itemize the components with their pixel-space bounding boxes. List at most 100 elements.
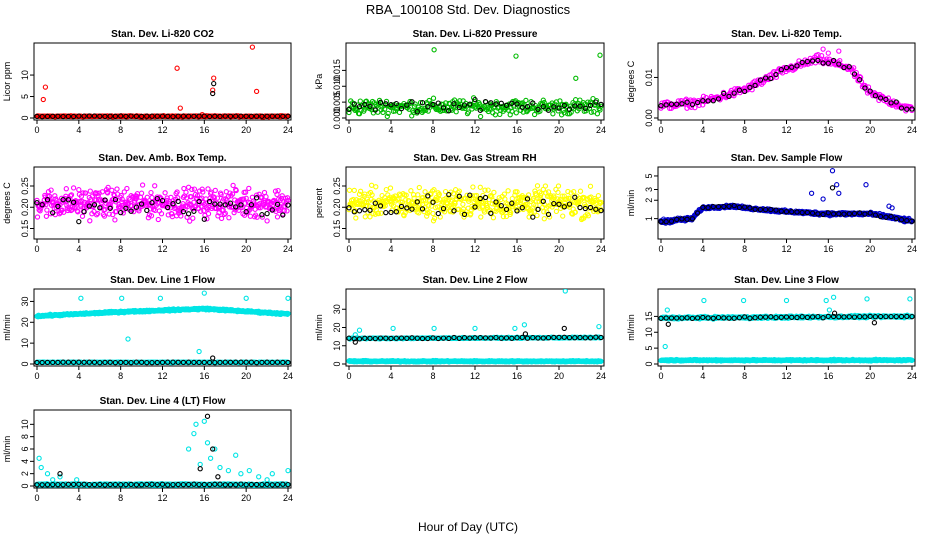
data-point [63,186,69,192]
data-point [169,211,175,217]
data-point [577,97,583,103]
data-point [191,186,198,192]
data-point [243,195,249,201]
data-point [415,192,421,198]
data-point [81,113,87,119]
data-point [535,335,541,341]
data-point [488,193,494,199]
data-point [820,60,826,66]
data-point [60,196,66,203]
data-point [588,109,594,115]
x-tick-label: 4 [388,371,393,381]
data-point [841,211,847,217]
data-point [398,105,405,112]
data-point [128,113,134,119]
points-layer [346,289,604,365]
data-point [425,104,431,110]
data-point [867,210,873,216]
data-point [431,47,437,53]
data-point [408,188,414,194]
panel-title: Stan. Dev. Sample Flow [731,153,843,164]
series-2 [346,191,604,220]
data-point [559,193,565,199]
data-point [830,57,837,64]
data-point [431,187,437,193]
data-point [372,200,378,206]
data-point [78,295,84,301]
x-tick-label: 20 [554,125,564,135]
data-point [658,219,664,225]
data-point [346,205,352,211]
data-point [76,113,82,119]
data-point [109,187,115,193]
data-point [851,210,858,217]
data-point [280,113,286,119]
data-point [505,188,511,194]
data-point [214,195,221,201]
y-tick-label: 10 [20,338,30,348]
data-point [521,322,528,328]
data-point [248,113,255,119]
data-point [461,211,468,218]
data-point [229,191,236,197]
data-point [82,190,89,196]
data-point [836,211,842,217]
data-point [346,106,352,113]
x-tick-label: 12 [470,371,480,381]
data-point [238,202,244,208]
series-2 [658,185,915,225]
data-point [715,204,722,210]
data-point [39,113,45,120]
data-point [93,212,100,218]
y-tick-label: 30 [332,304,342,314]
data-point [275,187,281,194]
data-point [398,335,405,341]
data-point [159,197,166,204]
data-point [540,335,546,341]
data-point [403,197,409,203]
data-point [556,334,562,341]
data-point [830,211,837,217]
data-point [470,184,476,190]
data-point [76,187,82,193]
data-point [430,199,436,205]
data-point [778,67,784,73]
data-point [230,182,236,189]
data-point [493,199,499,205]
data-point [500,213,507,220]
data-point [909,218,915,224]
x-tick-label: 4 [76,371,81,381]
data-point [488,100,494,106]
data-point [401,212,407,219]
data-point [60,113,66,120]
x-tick-label: 0 [346,371,351,381]
data-point [199,186,205,192]
data-point [488,210,494,216]
data-point [757,77,764,83]
data-point [55,113,61,119]
data-point [477,184,483,190]
data-point [233,359,239,365]
data-point [34,200,40,206]
data-point [157,295,164,301]
plot-frame [33,288,292,367]
data-point [422,189,428,195]
data-point [215,213,221,219]
data-point [773,71,779,78]
data-point [424,213,430,219]
data-point [165,113,171,119]
data-point [34,113,40,120]
data-point [440,205,447,212]
x-tick-label: 20 [241,244,251,254]
data-point [472,325,478,332]
data-point [238,113,244,119]
data-point [351,336,357,342]
data-point [535,106,541,113]
panel-title: Stan. Dev. Amb. Box Temp. [98,153,226,164]
data-point [593,334,599,340]
data-point [857,73,863,80]
data-point [144,194,150,200]
data-point [50,359,56,366]
data-point [446,108,452,114]
